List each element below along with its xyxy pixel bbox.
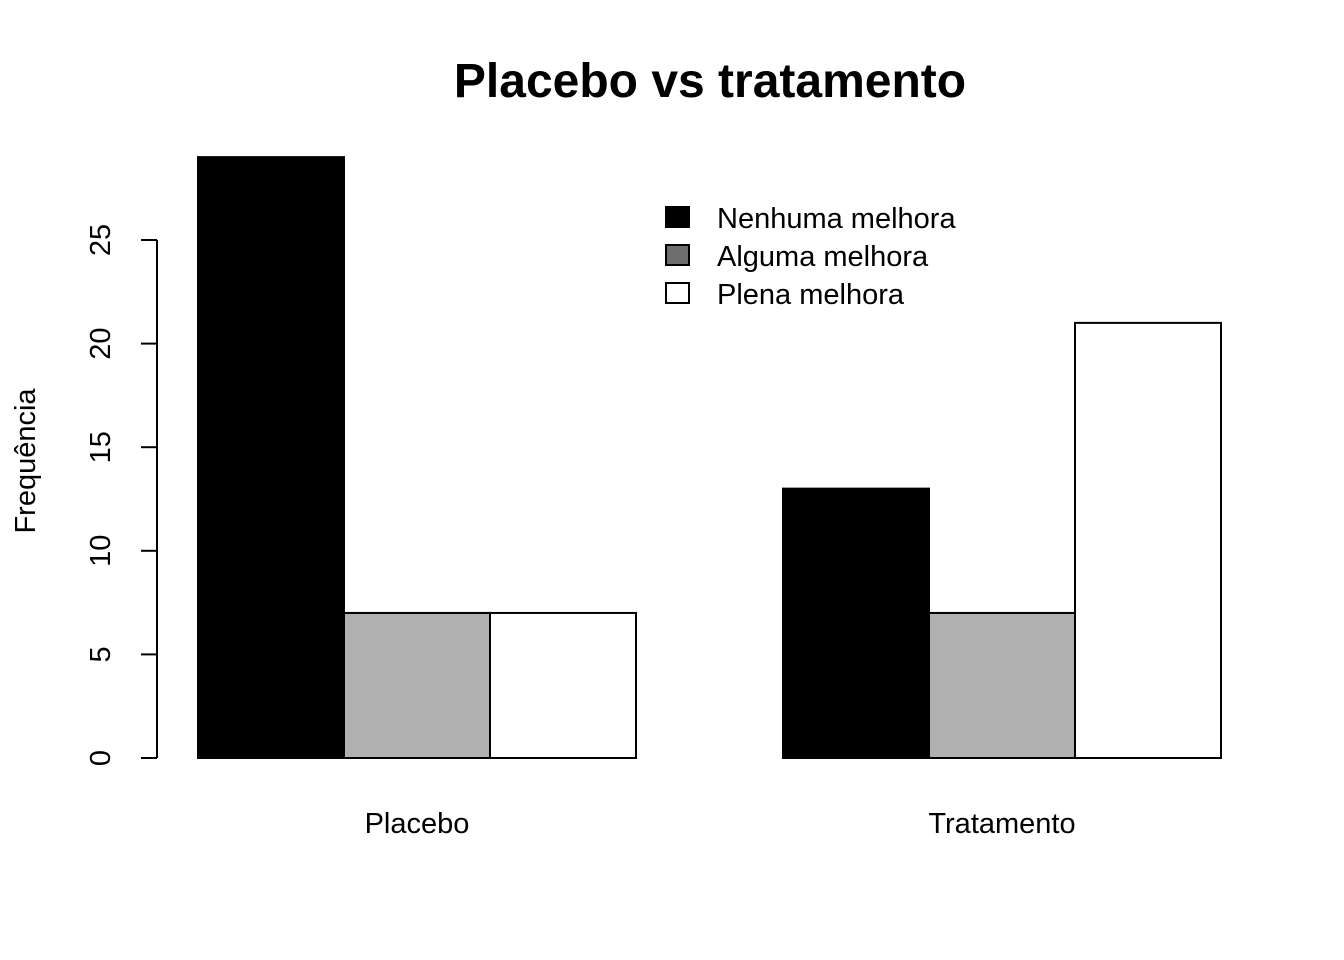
x-tick-label: Tratamento <box>928 808 1075 840</box>
legend-swatch <box>665 244 690 266</box>
bar-placebo-2 <box>489 611 637 760</box>
x-tick-label: Placebo <box>365 808 470 840</box>
chart-title: Placebo vs tratamento <box>454 55 966 108</box>
bars <box>197 156 1222 760</box>
y-tick-label: 0 <box>85 750 117 766</box>
y-tick-label: 15 <box>85 431 117 463</box>
bar-tratamento-0 <box>782 487 930 759</box>
bar-placebo-1 <box>343 611 491 760</box>
legend-swatch <box>665 206 690 228</box>
legend-label: Plena melhora <box>717 279 905 311</box>
y-tick-label: 10 <box>85 535 117 567</box>
y-tick-label: 5 <box>85 646 117 662</box>
y-axis: 0 5 10 15 20 25 <box>85 224 158 766</box>
bar-placebo-0 <box>197 156 345 759</box>
y-tick-label: 25 <box>85 224 117 256</box>
y-axis-label: Frequência <box>10 388 42 534</box>
bar-tratamento-1 <box>928 611 1076 760</box>
legend: Nenhuma melhora Alguma melhora Plena melho… <box>665 203 956 311</box>
x-axis-labels: Placebo Tratamento <box>365 808 1076 840</box>
legend-label: Nenhuma melhora <box>717 203 956 235</box>
legend-label: Alguma melhora <box>717 241 929 273</box>
legend-swatch <box>665 282 690 304</box>
bar-tratamento-2 <box>1074 321 1222 759</box>
y-tick-label: 20 <box>85 327 117 359</box>
